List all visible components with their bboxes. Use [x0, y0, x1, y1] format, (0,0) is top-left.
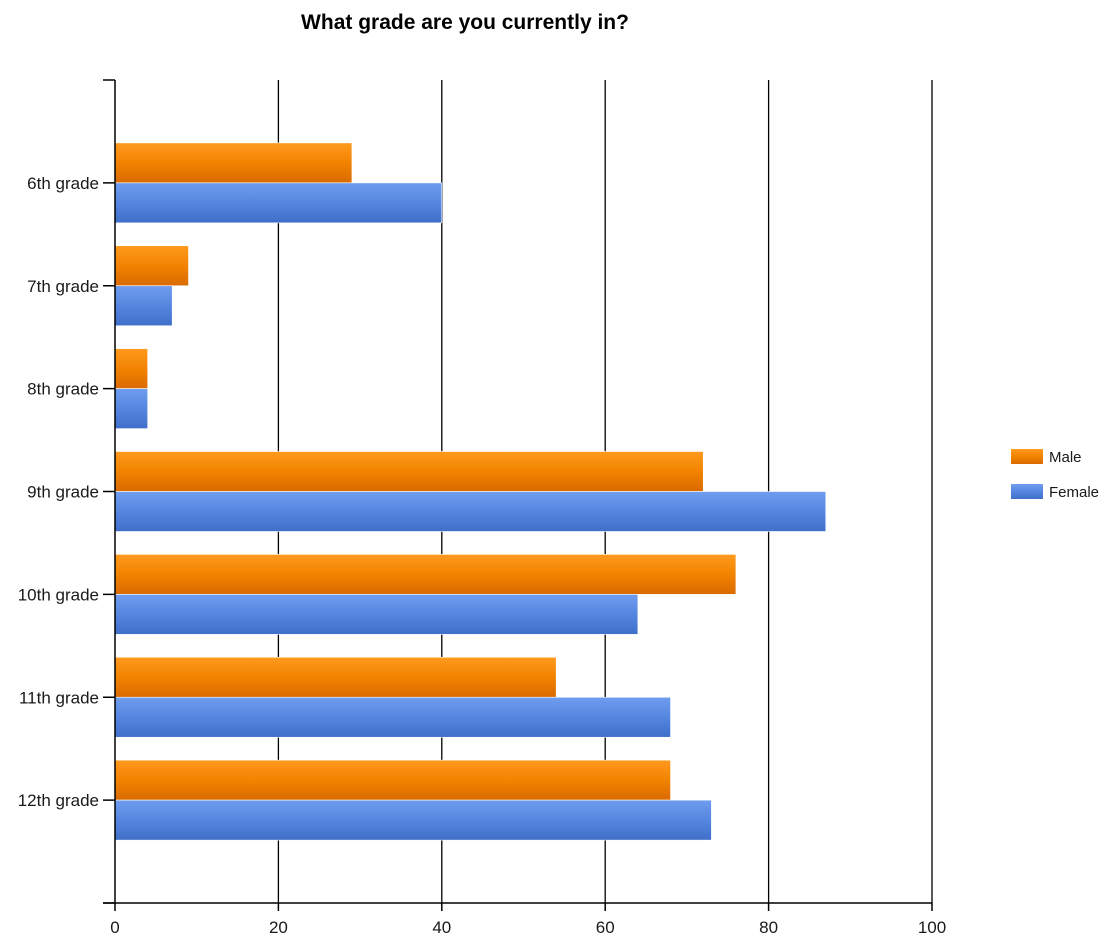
bars — [114, 142, 827, 841]
x-tick-label-20: 20 — [269, 918, 288, 937]
bar-female-8th-grade — [114, 388, 148, 429]
y-tick-label-10th-grade: 10th grade — [18, 585, 99, 604]
bar-female-7th-grade — [114, 285, 173, 327]
legend-swatch-female — [1011, 484, 1043, 499]
legend-label-male: Male — [1049, 449, 1082, 466]
bar-female-12th-grade — [114, 799, 712, 841]
x-tick-label-100: 100 — [918, 918, 946, 937]
bar-female-11th-grade — [114, 696, 671, 738]
legend-label-female: Female — [1049, 484, 1099, 501]
x-tick-label-40: 40 — [432, 918, 451, 937]
x-tick-label-80: 80 — [759, 918, 778, 937]
axes — [103, 79, 933, 911]
bar-female-9th-grade — [114, 491, 827, 532]
y-tick-label-6th-grade: 6th grade — [27, 174, 99, 193]
bar-male-12th-grade — [114, 759, 671, 801]
legend-swatch-male — [1011, 449, 1043, 464]
y-tick-label-8th-grade: 8th grade — [27, 380, 99, 399]
y-tick-label-11th-grade: 11th grade — [19, 688, 99, 707]
bar-female-10th-grade — [114, 594, 639, 635]
bar-female-6th-grade — [114, 182, 443, 224]
x-tick-label-60: 60 — [596, 918, 615, 937]
y-tick-label-7th-grade: 7th grade — [27, 277, 99, 296]
bar-male-11th-grade — [114, 656, 557, 698]
bar-male-10th-grade — [114, 554, 737, 595]
y-tick-label-9th-grade: 9th grade — [27, 483, 99, 502]
bar-male-8th-grade — [114, 348, 148, 389]
bar-male-6th-grade — [114, 142, 353, 184]
x-tick-label-0: 0 — [110, 918, 119, 937]
chart-title: What grade are you currently in? — [301, 11, 629, 34]
bar-male-9th-grade — [114, 451, 704, 492]
tick-labels: 0 20 40 60 80 100 6th grade 7th grade 8th grade 9… — [18, 174, 946, 937]
bar-male-7th-grade — [114, 245, 189, 287]
y-tick-label-12th-grade: 12th grade — [18, 791, 99, 810]
legend: Male Female — [1011, 449, 1099, 501]
